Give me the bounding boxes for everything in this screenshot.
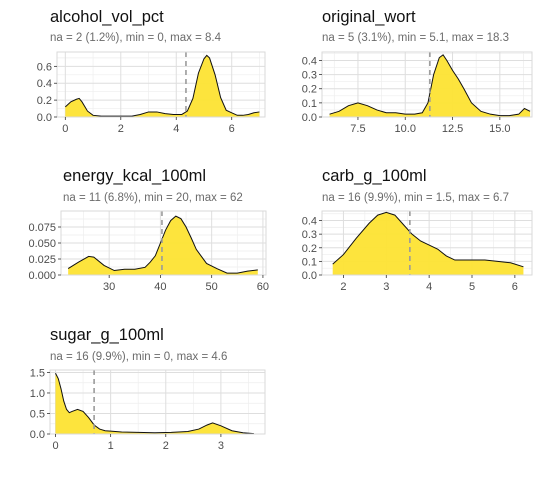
y-tick-label: 0.0 [30,429,45,441]
x-tick-label: 1 [108,440,114,452]
x-tick-label: 4 [173,123,179,135]
x-tick-label: 5 [469,281,475,293]
y-tick-label: 0.4 [37,78,52,90]
panel-border [49,369,266,435]
density-line [67,215,258,274]
density-line [55,373,255,435]
density-line [332,211,524,268]
y-tick-label: 0.3 [302,70,317,82]
y-tick-label: 0.6 [37,61,52,73]
x-tick-label: 50 [206,281,218,293]
x-tick-label: 2 [340,281,346,293]
panel-subtitle: na = 5 (3.1%), min = 5.1, max = 18.3 [322,32,509,44]
y-tick-label: 0.2 [37,95,52,107]
panel-plot-area: 30 40 50 60 0.000 0.025 0.050 0.075 [28,210,269,293]
facet-original-wort: original_wort na = 5 (3.1%), min = 5.1, … [302,8,533,135]
density-line [64,54,260,117]
facet-sugar-g-100ml: sugar_g_100ml na = 16 (9.9%), min = 0, m… [30,326,266,452]
y-tick-label: 0.1 [302,256,317,268]
x-tick-label: 0 [52,440,58,452]
y-tick-label: 0.2 [302,84,317,96]
y-tick-label: 0.075 [28,222,56,234]
x-tick-label: 7.5 [350,123,365,135]
x-tick-label: 15.0 [489,123,510,135]
x-tick-label: 4 [426,281,432,293]
panel-plot-area: 2 3 4 5 6 0.0 0.10.2 0.30.4 [302,210,533,293]
panel-subtitle: na = 16 (9.9%), min = 1.5, max = 6.7 [322,192,509,204]
panel-subtitle: na = 11 (6.8%), min = 20, max = 62 [63,192,243,204]
y-tick-label: 0.3 [302,229,317,241]
facet-carb-g-100ml: carb_g_100ml na = 16 (9.9%), min = 1.5, … [302,167,533,293]
x-tick-label: 2 [118,123,124,135]
panel-border [56,51,266,118]
density-area [68,216,258,275]
panel-plot-area: 0 1 2 3 0.0 0.5 1.0 1.5 [30,367,266,452]
y-tick-label: 0.025 [28,254,56,266]
facet-energy-kcal-100ml: energy_kcal_100ml na = 11 (6.8%), min = … [28,167,269,293]
panel-title: carb_g_100ml [322,167,427,185]
density-area [329,54,531,117]
y-tick-label: 0.0 [302,270,317,282]
panel-border [321,210,533,276]
y-tick-label: 0.0 [37,112,52,124]
panel-title: sugar_g_100ml [50,326,164,344]
density-area [55,373,254,434]
panel-subtitle: na = 16 (9.9%), min = 0, max = 4.6 [50,351,227,363]
y-tick-label: 1.5 [30,367,45,379]
density-area [65,55,260,117]
panel-title: original_wort [322,8,416,26]
x-tick-label: 40 [154,281,166,293]
y-tick-label: 0.1 [302,98,317,110]
x-tick-label: 6 [229,123,235,135]
y-tick-label: 0.000 [28,270,56,282]
y-tick-label: 0.2 [302,243,317,255]
panel-title: energy_kcal_100ml [63,167,206,185]
y-tick-label: 1.0 [30,388,45,400]
y-tick-label: 0.050 [28,238,56,250]
x-tick-label: 3 [383,281,389,293]
panel-plot-area: 0 2 4 6 0.0 0.2 0.4 0.6 [37,51,266,135]
y-tick-label: 0.4 [302,216,317,228]
x-tick-label: 6 [512,281,518,293]
x-tick-label: 0 [62,123,68,135]
x-tick-label: 12.5 [442,123,463,135]
panel-border [321,51,533,118]
density-area [332,212,524,275]
x-tick-label: 3 [218,440,224,452]
y-tick-label: 0.5 [30,408,45,420]
facet-alcohol-vol-pct: alcohol_vol_pct na = 2 (1.2%), min = 0, … [37,8,266,135]
x-tick-label: 10.0 [395,123,416,135]
x-tick-label: 30 [103,281,115,293]
x-tick-label: 60 [257,281,269,293]
panel-plot-area: 7.5 10.0 12.5 15.0 0.0 0.1 0.2 0.3 0.4 [302,51,533,135]
density-line [329,54,531,117]
y-tick-label: 0.4 [302,55,317,67]
y-tick-label: 0.0 [302,112,317,124]
panel-title: alcohol_vol_pct [50,8,164,26]
panel-subtitle: na = 2 (1.2%), min = 0, max = 8.4 [50,32,222,44]
x-tick-label: 2 [163,440,169,452]
